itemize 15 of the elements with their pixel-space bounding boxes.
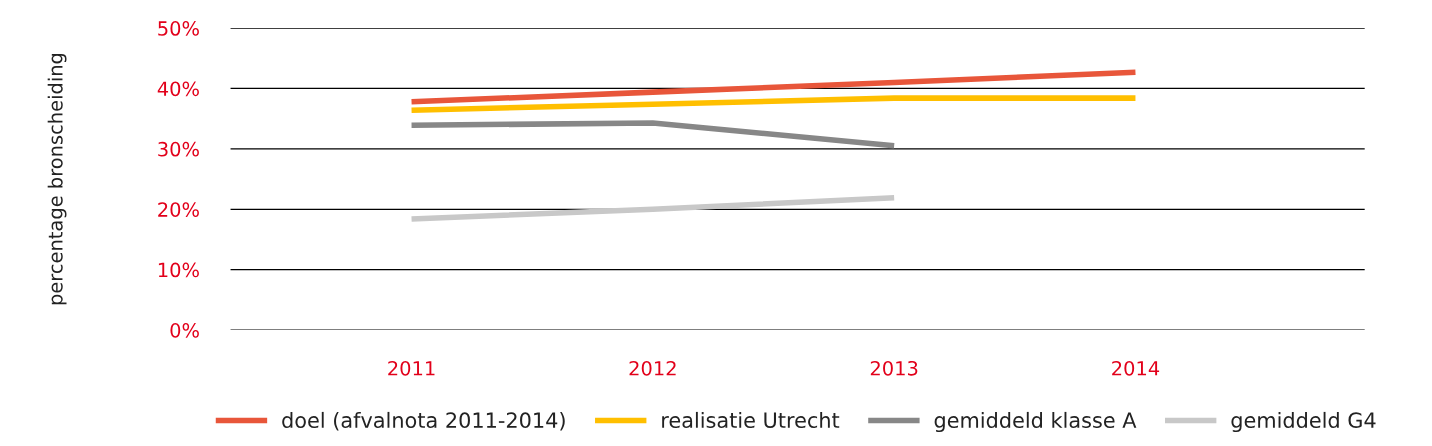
x-tick-label: 2012 xyxy=(629,360,676,376)
legend-label: realisatie Utrecht xyxy=(662,411,840,429)
x-tick-label: 2014 xyxy=(1112,360,1160,376)
legend-label: gemiddeld klasse A xyxy=(934,411,1137,433)
y-tick-label: 20% xyxy=(158,202,199,217)
y-tick-label: 40% xyxy=(157,81,199,97)
legend-label: doel (afvalnota 2011-2014) xyxy=(282,411,565,431)
y-tick-label: 30% xyxy=(158,141,199,157)
y-tick-label: 0% xyxy=(170,323,199,338)
x-tick-label: 2013 xyxy=(870,360,918,376)
legend-label: gemiddeld G4 xyxy=(1231,411,1376,433)
y-axis-title: percentage bronscheiding xyxy=(47,53,67,305)
x-tick-label: 2011 xyxy=(388,360,435,376)
y-tick-label: 10% xyxy=(158,262,199,278)
y-tick-label: 50% xyxy=(158,21,199,36)
